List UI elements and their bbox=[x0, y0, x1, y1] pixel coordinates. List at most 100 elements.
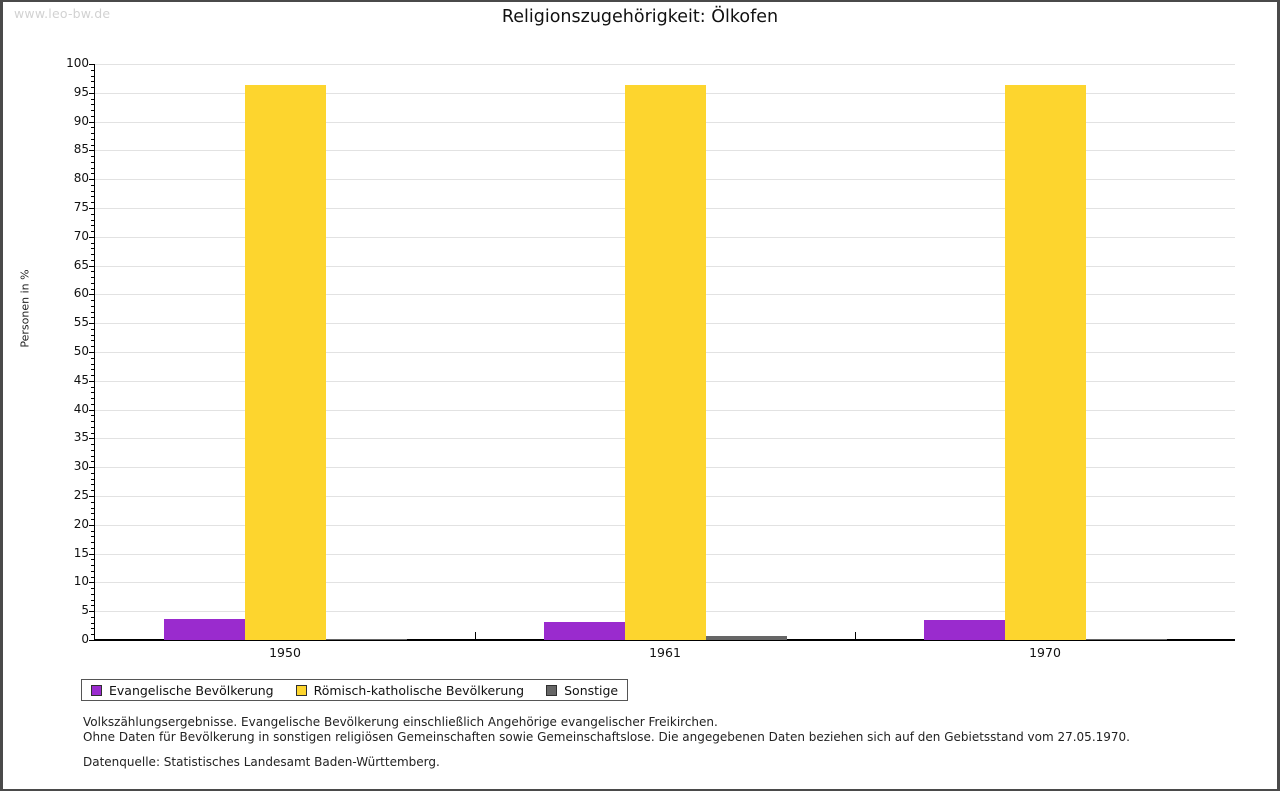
y-axis-minor-tick bbox=[91, 346, 95, 348]
y-axis-minor-tick bbox=[91, 87, 95, 89]
y-axis-minor-tick bbox=[91, 616, 95, 618]
x-axis-tick-label: 1961 bbox=[649, 645, 681, 660]
legend-item-label: Römisch-katholische Bevölkerung bbox=[313, 682, 525, 698]
y-axis-minor-tick bbox=[91, 167, 95, 169]
y-axis-minor-tick bbox=[91, 472, 95, 474]
y-axis-minor-tick bbox=[91, 536, 95, 538]
x-axis-line bbox=[95, 639, 1235, 641]
y-axis-minor-tick bbox=[91, 565, 95, 567]
y-axis-tick bbox=[89, 640, 95, 641]
y-axis-minor-tick bbox=[91, 69, 95, 71]
y-axis-tick-label: 75 bbox=[73, 200, 89, 214]
y-axis-minor-tick bbox=[91, 110, 95, 112]
y-axis-minor-tick bbox=[91, 196, 95, 198]
footnote-line-2: Ohne Daten für Bevölkerung in sonstigen … bbox=[83, 730, 1130, 744]
y-axis-minor-tick bbox=[91, 357, 95, 359]
y-axis-minor-tick bbox=[91, 300, 95, 302]
y-axis-tick-label: 55 bbox=[73, 315, 89, 330]
y-axis-tick bbox=[89, 236, 95, 238]
bar-1970-series-1 bbox=[923, 620, 1005, 640]
y-axis-minor-tick bbox=[91, 127, 95, 129]
y-axis-tick bbox=[89, 582, 95, 584]
y-axis-minor-tick bbox=[91, 392, 95, 394]
page-title: Religionszugehörigkeit: Ölkofen bbox=[501, 7, 779, 27]
legend-item-3[interactable]: Sonstige bbox=[546, 683, 618, 698]
y-axis-minor-tick bbox=[91, 547, 95, 549]
y-axis-tick-label: 60 bbox=[73, 286, 89, 301]
y-axis-minor-tick bbox=[91, 513, 95, 515]
y-axis-minor-tick bbox=[91, 317, 95, 319]
y-axis-tick bbox=[89, 121, 95, 123]
x-axis-group-separator bbox=[475, 632, 476, 640]
y-axis-minor-tick bbox=[91, 98, 95, 100]
y-axis-minor-tick bbox=[91, 231, 95, 233]
legend-swatch-icon bbox=[91, 684, 102, 696]
y-axis-tick bbox=[89, 179, 95, 181]
legend-item-label: Evangelische Bevölkerung bbox=[109, 682, 274, 698]
y-axis-minor-tick bbox=[91, 259, 95, 261]
y-axis-tick bbox=[89, 611, 95, 613]
y-axis-minor-tick bbox=[91, 334, 95, 336]
y-axis-minor-tick bbox=[91, 104, 95, 106]
y-axis-tick bbox=[89, 352, 95, 353]
y-axis-minor-tick bbox=[91, 161, 95, 163]
bar-1970-series-2 bbox=[1004, 84, 1086, 640]
y-axis-minor-tick bbox=[91, 213, 95, 215]
y-axis-minor-tick bbox=[91, 271, 95, 273]
y-axis-tick-label: 0 bbox=[81, 632, 89, 646]
y-axis-minor-tick bbox=[91, 282, 95, 284]
y-axis-minor-tick bbox=[91, 593, 95, 595]
y-axis-tick bbox=[89, 380, 95, 382]
y-axis-minor-tick bbox=[91, 444, 95, 446]
y-axis-minor-tick bbox=[91, 81, 95, 83]
y-axis-tick-label: 25 bbox=[73, 488, 89, 502]
x-axis-group-separator bbox=[855, 632, 856, 640]
y-axis-minor-tick bbox=[91, 421, 95, 423]
y-axis-tick-label: 5 bbox=[81, 603, 89, 618]
legend-item-2[interactable]: Römisch-katholische Bevölkerung bbox=[295, 682, 525, 698]
y-axis-tick bbox=[89, 265, 95, 267]
y-axis-minor-tick bbox=[91, 622, 95, 624]
bar-1950-series-2 bbox=[244, 85, 326, 640]
watermark-label: www.leo-bw.de bbox=[14, 6, 111, 21]
y-axis-minor-tick bbox=[91, 311, 95, 313]
y-axis-minor-tick bbox=[91, 328, 95, 330]
y-axis-minor-tick bbox=[91, 432, 95, 434]
y-axis-minor-tick bbox=[91, 305, 95, 307]
y-axis-tick-label: 20 bbox=[73, 516, 89, 531]
y-axis-minor-tick bbox=[91, 501, 95, 503]
y-axis-minor-tick bbox=[91, 156, 95, 158]
y-axis-minor-tick bbox=[91, 478, 95, 480]
y-axis-tick-label: 40 bbox=[73, 401, 89, 416]
y-axis-tick-label: 30 bbox=[73, 459, 89, 474]
y-axis-minor-tick bbox=[91, 449, 95, 451]
y-axis-minor-tick bbox=[91, 398, 95, 400]
bar-1961-series-2 bbox=[624, 85, 706, 640]
y-axis-minor-tick bbox=[91, 542, 95, 544]
x-axis-tick-label: 1970 bbox=[1029, 645, 1061, 660]
y-axis-minor-tick bbox=[91, 484, 95, 486]
y-axis-minor-tick bbox=[91, 634, 95, 636]
y-axis-tick-label: 90 bbox=[73, 113, 89, 128]
y-axis-tick-label: 45 bbox=[73, 372, 89, 387]
legend-swatch-icon bbox=[546, 684, 558, 696]
legend-item-1[interactable]: Evangelische Bevölkerung bbox=[91, 683, 274, 698]
y-axis-minor-tick bbox=[91, 403, 95, 405]
y-axis-tick-label: 95 bbox=[73, 84, 89, 99]
legend-item-label: Sonstige bbox=[564, 682, 619, 698]
y-axis-minor-tick bbox=[91, 426, 95, 428]
y-axis-minor-tick bbox=[91, 242, 95, 244]
y-axis-minor-tick bbox=[91, 133, 95, 135]
y-axis-minor-tick bbox=[91, 184, 95, 186]
x-axis-tick-label: 1950 bbox=[269, 645, 301, 660]
y-axis-tick-label: 80 bbox=[73, 171, 89, 186]
y-axis-minor-tick bbox=[91, 75, 95, 77]
y-axis-tick bbox=[89, 92, 95, 94]
y-axis-tick bbox=[89, 524, 95, 526]
y-axis-tick bbox=[89, 294, 95, 296]
y-axis-minor-tick bbox=[91, 507, 95, 509]
bar-1961-series-1 bbox=[543, 621, 625, 640]
y-axis-minor-tick bbox=[91, 277, 95, 279]
y-axis-tick bbox=[89, 438, 95, 440]
chart-legend: Evangelische Bevölkerung Römisch-katholis… bbox=[81, 679, 629, 701]
